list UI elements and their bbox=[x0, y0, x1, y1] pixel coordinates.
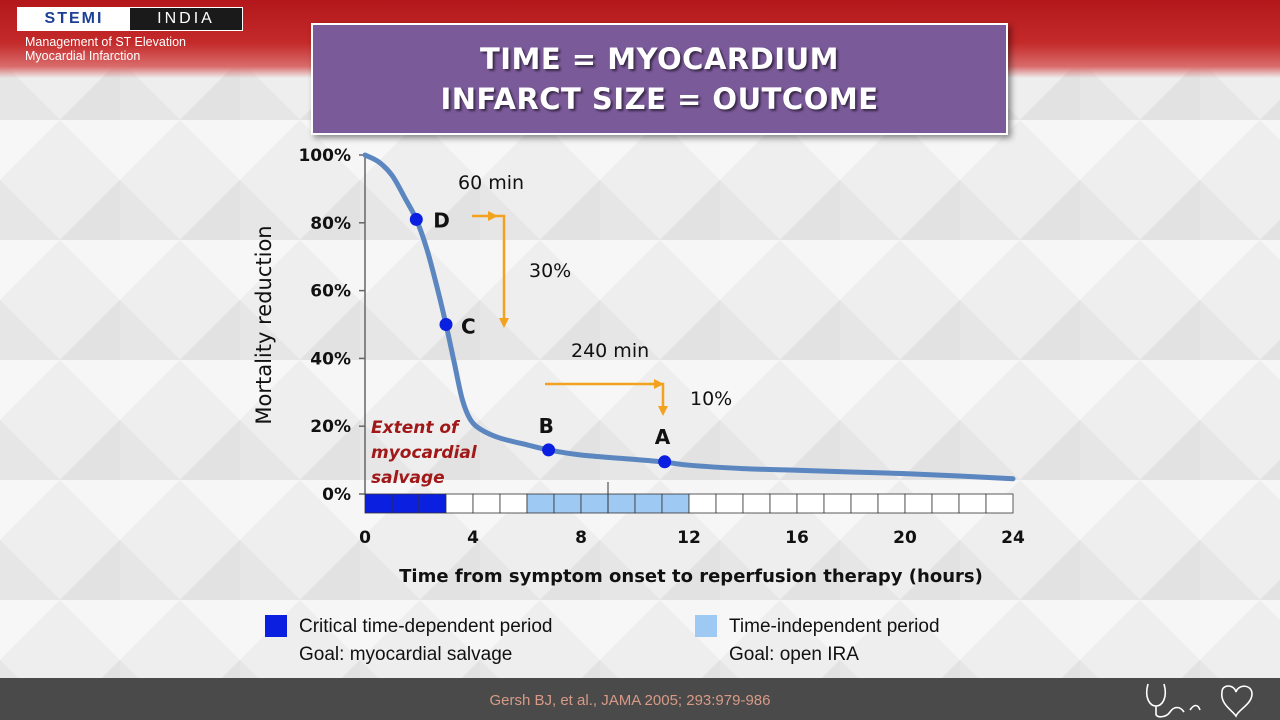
timeline-cell bbox=[769, 493, 798, 514]
timeline-cell bbox=[472, 493, 501, 514]
y-tick-label: 60% bbox=[310, 282, 351, 302]
point-c bbox=[439, 318, 453, 331]
timeline-cell bbox=[850, 493, 879, 514]
timeline-cell bbox=[796, 493, 825, 514]
legend-critical-label: Critical time-dependent period bbox=[299, 616, 553, 637]
arrow1-drop-label: 30% bbox=[529, 260, 571, 282]
point-a bbox=[658, 455, 672, 469]
timeline-independent-cell bbox=[661, 493, 690, 514]
timeline-independent-cell bbox=[634, 493, 663, 514]
salvage-label-line1: Extent of bbox=[371, 418, 461, 438]
timeline-cell bbox=[904, 493, 933, 514]
x-tick-label: 20 bbox=[893, 528, 917, 548]
y-tick-label: 40% bbox=[310, 349, 351, 369]
point-label-d: D bbox=[433, 208, 450, 232]
point-label-b: B bbox=[539, 414, 554, 438]
stemi-india-logo: STEMI INDIA bbox=[17, 7, 243, 31]
logo-right-text: INDIA bbox=[130, 8, 242, 30]
point-d bbox=[409, 212, 423, 226]
timeline-cell bbox=[742, 493, 771, 514]
y-tick-label: 80% bbox=[310, 214, 351, 234]
x-tick-label: 24 bbox=[1001, 528, 1025, 548]
slide-title-box: TIME = MYOCARDIUM INFARCT SIZE = OUTCOME bbox=[311, 23, 1008, 135]
timeline-cell bbox=[445, 493, 474, 514]
x-tick-label: 12 bbox=[677, 528, 701, 548]
y-tick-group: 0% 20% 40% 60% 80% 100% bbox=[298, 146, 365, 505]
footer-citation: Gersh BJ, et al., JAMA 2005; 293:979-986 bbox=[489, 692, 771, 709]
slide-title-line1: TIME = MYOCARDIUM bbox=[479, 42, 840, 76]
y-tick-label: 0% bbox=[322, 485, 351, 505]
legend-critical-swatch bbox=[265, 615, 287, 637]
timeline-cell bbox=[715, 493, 744, 514]
legend-critical: Critical time-dependent period Goal: myo… bbox=[299, 613, 552, 669]
legend-independent-swatch bbox=[695, 615, 717, 637]
timeline-cell bbox=[931, 493, 960, 514]
arrow2-connector bbox=[545, 382, 668, 416]
point-label-a: A bbox=[655, 425, 671, 449]
timeline-critical-cell bbox=[391, 493, 420, 514]
footer-bar bbox=[0, 678, 1280, 720]
header-subtitle-line1: Management of ST Elevation bbox=[25, 35, 186, 49]
x-tick-group: 0 4 8 12 16 20 24 bbox=[359, 528, 1025, 548]
y-tick-label: 20% bbox=[310, 417, 351, 437]
timeline-cell bbox=[985, 493, 1014, 514]
y-tick-label: 100% bbox=[298, 146, 351, 166]
salvage-label-line3: salvage bbox=[371, 468, 445, 488]
x-tick-label: 8 bbox=[575, 528, 587, 548]
timeline-critical-cell bbox=[364, 493, 393, 514]
point-label-c: C bbox=[461, 315, 476, 339]
legend-independent-label: Time-independent period bbox=[729, 616, 940, 637]
arrow2-drop-label: 10% bbox=[690, 388, 732, 410]
timeline-cell bbox=[958, 493, 987, 514]
x-tick-label: 4 bbox=[467, 528, 479, 548]
timeline-cell bbox=[499, 493, 528, 514]
timeline-cell bbox=[877, 493, 906, 514]
x-axis-title: Time from symptom onset to reperfusion t… bbox=[399, 566, 983, 587]
timeline-cell bbox=[823, 493, 852, 514]
y-axis-title: Mortality reduction bbox=[252, 225, 276, 424]
curve-points: D C B A bbox=[409, 208, 672, 469]
legend-independent: Time-independent period Goal: open IRA bbox=[729, 613, 940, 669]
timeline-bar bbox=[364, 482, 1014, 514]
timeline-critical-cell bbox=[418, 493, 447, 514]
header-subtitle: Management of ST Elevation Myocardial In… bbox=[25, 35, 186, 63]
arrow1-connector bbox=[472, 214, 509, 328]
timeline-independent-cell bbox=[607, 493, 636, 514]
slide-title-line2: INFARCT SIZE = OUTCOME bbox=[440, 82, 879, 116]
x-tick-label: 0 bbox=[359, 528, 371, 548]
header-subtitle-line2: Myocardial Infarction bbox=[25, 49, 141, 63]
legend-critical-goal: Goal: myocardial salvage bbox=[299, 644, 513, 665]
timeline-independent-cell bbox=[553, 493, 582, 514]
timeline-cell bbox=[688, 493, 717, 514]
point-b bbox=[542, 443, 556, 457]
arrow2-time-label: 240 min bbox=[571, 340, 649, 362]
timeline-independent-cell bbox=[526, 493, 555, 514]
timeline-independent-cell bbox=[580, 493, 609, 514]
arrow1-time-label: 60 min bbox=[458, 172, 524, 194]
legend-independent-goal: Goal: open IRA bbox=[729, 644, 859, 665]
salvage-label-line2: myocardial bbox=[371, 443, 478, 463]
x-tick-label: 16 bbox=[785, 528, 809, 548]
stethoscope-heart-icon bbox=[1145, 683, 1253, 718]
logo-left-text: STEMI bbox=[18, 8, 130, 30]
